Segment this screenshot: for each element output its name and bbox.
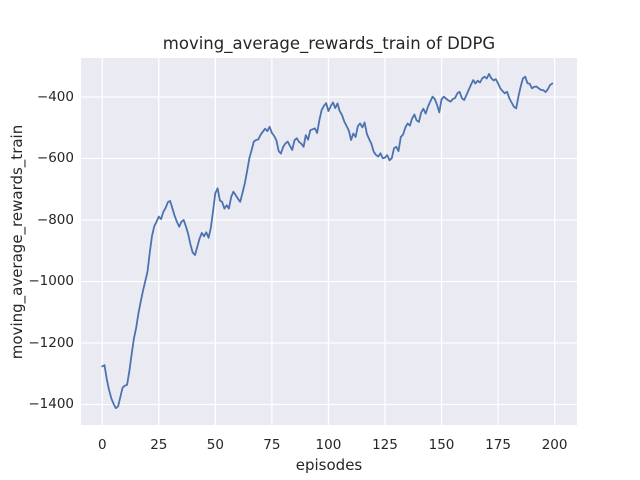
x-tick-label: 0 <box>97 437 107 453</box>
x-tick-label: 175 <box>485 437 511 453</box>
y-tick-label: −400 <box>36 88 74 105</box>
y-tick-label: −600 <box>36 150 74 167</box>
y-tick-label: −800 <box>36 211 74 228</box>
gridlines <box>81 58 577 425</box>
x-tick-label: 150 <box>428 437 455 453</box>
data-line <box>101 73 554 410</box>
x-axis-label: episodes <box>295 456 363 474</box>
x-tick-label: 100 <box>315 437 342 453</box>
x-tick-label: 50 <box>206 437 224 453</box>
y-tick-label: −1200 <box>28 334 74 351</box>
chart-title: moving_average_rewards_train of DDPG <box>162 34 496 53</box>
y-tick-label: −1400 <box>28 396 74 413</box>
x-tick-label: 75 <box>263 437 281 453</box>
x-tick-label: 200 <box>541 437 568 453</box>
x-tick-label: 125 <box>372 437 398 453</box>
x-tick-label: 25 <box>150 437 168 453</box>
y-axis-label: moving_average_rewards_train <box>8 124 26 360</box>
y-tick-label: −1000 <box>28 273 74 290</box>
